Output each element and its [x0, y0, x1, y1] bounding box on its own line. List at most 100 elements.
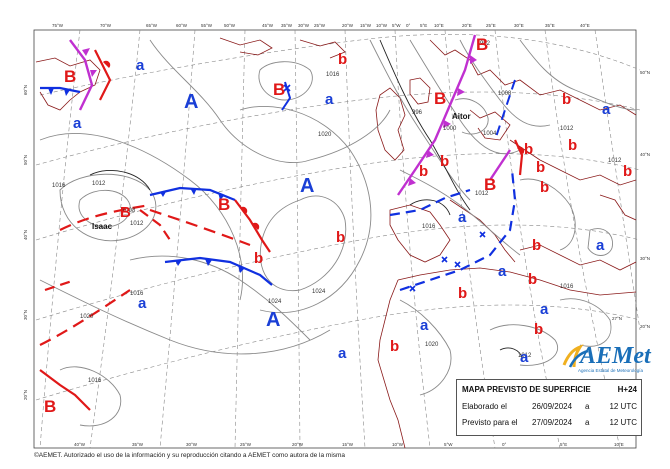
isobar-label: 1016	[422, 224, 436, 230]
relative-low: b	[419, 163, 428, 180]
issued-time: 12 UTC	[609, 402, 637, 411]
issued-label: Elaborado el	[462, 402, 507, 411]
valid-separator: a	[585, 418, 590, 427]
relative-high: a	[596, 237, 605, 254]
low-center: B	[64, 67, 76, 86]
relative-high: a	[73, 115, 82, 132]
svg-text:40°W: 40°W	[74, 442, 86, 447]
relative-low: b	[540, 179, 549, 196]
svg-text:10°W: 10°W	[376, 23, 388, 28]
svg-text:30°E: 30°E	[514, 23, 524, 28]
svg-text:20°W: 20°W	[342, 23, 354, 28]
relative-high: a	[136, 57, 145, 74]
isobar-label: 1016	[88, 378, 102, 384]
relative-low: b	[440, 153, 449, 170]
pressure-centers: A A A B B B B B B B B	[44, 35, 496, 416]
svg-text:5°W: 5°W	[392, 23, 401, 28]
cold-fronts	[40, 79, 517, 292]
svg-text:35°E: 35°E	[545, 23, 555, 28]
svg-text:55°W: 55°W	[201, 23, 213, 28]
svg-text:25°W: 25°W	[240, 442, 252, 447]
isobars-dark	[89, 39, 523, 359]
svg-text:45°W: 45°W	[262, 23, 274, 28]
svg-text:35°W: 35°W	[281, 23, 293, 28]
svg-text:40°N: 40°N	[23, 230, 28, 240]
valid-label: Previsto para el	[462, 418, 518, 427]
relative-high: a	[338, 345, 347, 362]
relative-high: a	[520, 349, 529, 366]
svg-text:25°E: 25°E	[486, 23, 496, 28]
svg-text:40°E: 40°E	[580, 23, 590, 28]
isobar-value-labels: 1012 1012 1016 1020 1024 1016 1016 1020 …	[52, 41, 622, 384]
right-latitude-labels: 50°N 40°N 30°N 27°N 20°N	[612, 70, 650, 329]
svg-text:5°E: 5°E	[420, 23, 427, 28]
isobar-label: 1020	[425, 342, 439, 348]
relative-low: b	[562, 91, 571, 108]
isobar-label: 1012	[560, 126, 574, 132]
relative-high: a	[540, 301, 549, 318]
svg-text:40°N: 40°N	[640, 152, 650, 157]
low-center: B	[484, 175, 496, 194]
storm-name-isaac: Isaac	[92, 222, 113, 231]
svg-text:10°W: 10°W	[392, 442, 404, 447]
svg-text:30°W: 30°W	[298, 23, 310, 28]
high-center: A	[300, 175, 314, 197]
svg-text:70°W: 70°W	[100, 23, 112, 28]
storm-name-aitor: Aitor	[452, 112, 471, 121]
isobar-label: 1012	[518, 353, 532, 359]
cross-markers	[283, 84, 486, 292]
valid-time: 12 UTC	[609, 418, 637, 427]
isobar-label: 1008	[498, 91, 512, 97]
relative-high: a	[325, 91, 334, 108]
high-center: A	[184, 91, 198, 113]
svg-text:60°W: 60°W	[176, 23, 188, 28]
isobar-label: 1024	[312, 289, 326, 295]
svg-text:50°N: 50°N	[23, 155, 28, 165]
isobar-label: 992	[480, 41, 491, 47]
issued-date: 26/09/2024	[532, 402, 573, 411]
svg-text:20°E: 20°E	[462, 23, 472, 28]
forecast-info-box: MAPA PREVISTO DE SUPERFICIE H+24 Elabora…	[456, 379, 642, 436]
svg-text:25°W: 25°W	[314, 23, 326, 28]
relative-high: a	[602, 101, 611, 118]
isobar-label: 1020	[318, 132, 332, 138]
map-title: MAPA PREVISTO DE SUPERFICIE	[462, 385, 591, 394]
relative-high: a	[420, 317, 429, 334]
isobar-label: 1016	[52, 183, 66, 189]
info-title-row: MAPA PREVISTO DE SUPERFICIE H+24	[462, 385, 637, 394]
bottom-longitude-labels: 40°W 35°W 30°W 25°W 20°W 15°W 10°W 5°W 0…	[74, 442, 624, 447]
relative-low: b	[336, 229, 345, 246]
forecast-step: H+24	[617, 385, 637, 394]
issued-row: Elaborado el 26/09/2024 a 12 UTC	[462, 402, 637, 411]
svg-text:60°N: 60°N	[23, 85, 28, 95]
low-center: B	[44, 397, 56, 416]
svg-text:50°N: 50°N	[640, 70, 650, 75]
relative-low: b	[338, 51, 347, 68]
relative-low: b	[534, 321, 543, 338]
relative-low: b	[568, 137, 577, 154]
isobar-label: 996	[412, 110, 423, 116]
svg-text:75°W: 75°W	[52, 23, 64, 28]
isobar-label: 1012	[92, 181, 106, 187]
relative-centers: a a a a a a a a a a a a b b b b b b b b …	[73, 51, 632, 366]
relative-low: b	[458, 285, 467, 302]
relative-high: a	[138, 295, 147, 312]
svg-text:65°W: 65°W	[146, 23, 158, 28]
relative-low: b	[532, 237, 541, 254]
relative-low: b	[254, 250, 263, 267]
relative-high: a	[498, 263, 507, 280]
aemet-logo: AEMet Agencia Estatal de Meteorología	[560, 341, 651, 375]
valid-date: 27/09/2024	[532, 418, 573, 427]
svg-text:5°E: 5°E	[560, 442, 567, 447]
svg-text:20°N: 20°N	[23, 390, 28, 400]
svg-text:20°W: 20°W	[292, 442, 304, 447]
coastlines	[35, 37, 637, 449]
svg-text:15°W: 15°W	[360, 23, 372, 28]
relative-low: b	[528, 271, 537, 288]
svg-text:5°W: 5°W	[444, 442, 453, 447]
svg-text:30°N: 30°N	[23, 310, 28, 320]
svg-text:30°W: 30°W	[186, 442, 198, 447]
svg-text:15°W: 15°W	[342, 442, 354, 447]
low-center: B	[434, 89, 446, 108]
